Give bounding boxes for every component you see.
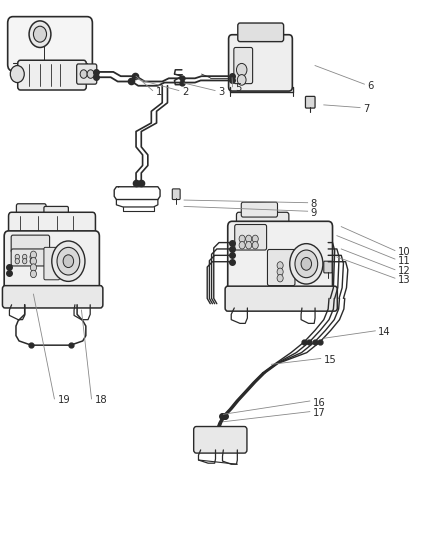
Circle shape xyxy=(11,66,24,83)
Circle shape xyxy=(87,70,94,78)
FancyBboxPatch shape xyxy=(11,235,49,253)
FancyBboxPatch shape xyxy=(228,221,332,296)
Circle shape xyxy=(63,255,74,268)
Circle shape xyxy=(30,254,34,260)
Circle shape xyxy=(30,270,36,278)
Text: 2: 2 xyxy=(182,87,188,97)
Circle shape xyxy=(239,235,245,243)
FancyBboxPatch shape xyxy=(3,286,103,308)
FancyBboxPatch shape xyxy=(229,35,292,91)
FancyBboxPatch shape xyxy=(324,261,332,273)
Circle shape xyxy=(15,254,19,260)
Circle shape xyxy=(301,257,311,270)
Text: 10: 10 xyxy=(398,247,411,257)
Circle shape xyxy=(33,26,46,42)
Text: 1: 1 xyxy=(155,87,162,97)
FancyBboxPatch shape xyxy=(44,206,68,221)
Circle shape xyxy=(277,274,283,282)
FancyBboxPatch shape xyxy=(172,189,180,199)
Circle shape xyxy=(252,235,258,243)
FancyBboxPatch shape xyxy=(238,23,284,42)
Text: 16: 16 xyxy=(313,398,325,408)
FancyBboxPatch shape xyxy=(9,212,95,242)
FancyBboxPatch shape xyxy=(234,47,253,84)
FancyBboxPatch shape xyxy=(225,286,337,311)
FancyBboxPatch shape xyxy=(237,212,289,231)
FancyBboxPatch shape xyxy=(241,202,278,217)
Circle shape xyxy=(246,235,252,243)
FancyBboxPatch shape xyxy=(268,249,295,286)
Circle shape xyxy=(80,70,87,78)
Text: 13: 13 xyxy=(398,275,411,285)
Circle shape xyxy=(15,259,19,264)
Text: 5: 5 xyxy=(236,83,242,93)
FancyBboxPatch shape xyxy=(4,231,99,296)
Text: 3: 3 xyxy=(218,87,224,97)
Text: 7: 7 xyxy=(363,104,370,114)
Circle shape xyxy=(239,241,245,249)
Circle shape xyxy=(22,259,27,264)
FancyBboxPatch shape xyxy=(77,64,97,84)
Circle shape xyxy=(237,63,247,76)
FancyBboxPatch shape xyxy=(16,204,46,222)
FancyBboxPatch shape xyxy=(305,96,315,108)
Circle shape xyxy=(30,264,36,271)
FancyBboxPatch shape xyxy=(194,426,247,453)
Circle shape xyxy=(30,251,36,259)
FancyBboxPatch shape xyxy=(235,224,267,250)
Circle shape xyxy=(237,75,246,85)
Text: 19: 19 xyxy=(57,395,70,406)
FancyBboxPatch shape xyxy=(11,249,49,266)
Circle shape xyxy=(30,257,36,265)
Circle shape xyxy=(295,250,318,278)
FancyBboxPatch shape xyxy=(8,17,92,71)
FancyBboxPatch shape xyxy=(18,60,86,90)
Text: 18: 18 xyxy=(95,395,107,406)
Circle shape xyxy=(52,241,85,281)
Circle shape xyxy=(290,244,323,284)
Text: 15: 15 xyxy=(324,355,336,365)
Text: 14: 14 xyxy=(378,327,391,337)
Circle shape xyxy=(277,268,283,276)
Text: 11: 11 xyxy=(398,256,411,265)
Circle shape xyxy=(30,259,34,264)
Circle shape xyxy=(252,241,258,249)
FancyBboxPatch shape xyxy=(44,247,60,280)
Circle shape xyxy=(29,21,51,47)
Circle shape xyxy=(57,247,80,275)
Text: 17: 17 xyxy=(313,408,325,418)
Circle shape xyxy=(246,241,252,249)
Text: 6: 6 xyxy=(367,81,374,91)
Text: 8: 8 xyxy=(311,199,317,209)
Circle shape xyxy=(22,254,27,260)
Text: 9: 9 xyxy=(311,208,317,218)
Circle shape xyxy=(277,262,283,269)
Text: 12: 12 xyxy=(398,266,411,276)
